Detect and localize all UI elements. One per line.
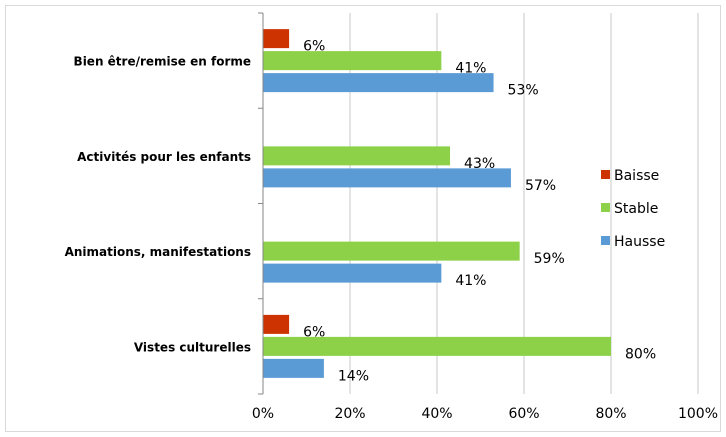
x-tick-label: 20%: [334, 406, 365, 422]
data-label: 6%: [303, 324, 325, 340]
axes: 0% 20% 40% 60% 80% 100% Bien être/remise en fo…: [65, 12, 718, 422]
bar-hausse: [263, 168, 511, 188]
bar-stable: [263, 51, 442, 71]
legend-swatch-hausse: [601, 236, 610, 245]
category-label: Bien être/remise en forme: [74, 55, 251, 69]
category-label: Vistes culturelles: [134, 340, 251, 354]
bar-stable: [263, 336, 611, 356]
bar-baisse: [263, 29, 290, 49]
data-label: 41%: [455, 273, 486, 289]
data-label: 57%: [525, 178, 556, 194]
bar-stable: [263, 241, 520, 261]
legend-label: Stable: [614, 201, 658, 217]
data-label: 6%: [303, 39, 325, 55]
data-label: 14%: [338, 368, 369, 384]
x-tick-label: 40%: [421, 406, 452, 422]
data-label: 41%: [455, 61, 486, 77]
chart-frame: 6% 41% 53% 43% 57% 59% 41% 6% 80% 14% 0% 20% 40% 60%…: [5, 5, 721, 432]
legend-label: Hausse: [614, 234, 665, 250]
category-label: Activités pour les enfants: [77, 150, 251, 164]
bars: [263, 29, 611, 378]
x-tick-label: 60%: [508, 406, 539, 422]
legend: Baisse Stable Hausse: [601, 168, 665, 250]
x-tick-label: 100%: [678, 406, 718, 422]
data-label: 80%: [625, 346, 656, 362]
bar-hausse: [263, 263, 442, 283]
bar-baisse: [263, 314, 290, 334]
bar-hausse: [263, 358, 324, 378]
x-tick-label: 0%: [252, 406, 274, 422]
bar-chart: 6% 41% 53% 43% 57% 59% 41% 6% 80% 14% 0% 20% 40% 60%…: [5, 5, 721, 432]
data-label: 59%: [534, 251, 565, 267]
category-label: Animations, manifestations: [65, 245, 251, 259]
legend-swatch-stable: [601, 203, 610, 212]
bar-hausse: [263, 73, 494, 93]
legend-swatch-baisse: [601, 170, 610, 179]
data-label: 43%: [464, 156, 495, 172]
data-label: 53%: [508, 83, 539, 99]
bar-stable: [263, 146, 451, 166]
data-labels: 6% 41% 53% 43% 57% 59% 41% 6% 80% 14%: [303, 39, 656, 385]
legend-label: Baisse: [614, 168, 659, 184]
x-tick-label: 80%: [595, 406, 626, 422]
